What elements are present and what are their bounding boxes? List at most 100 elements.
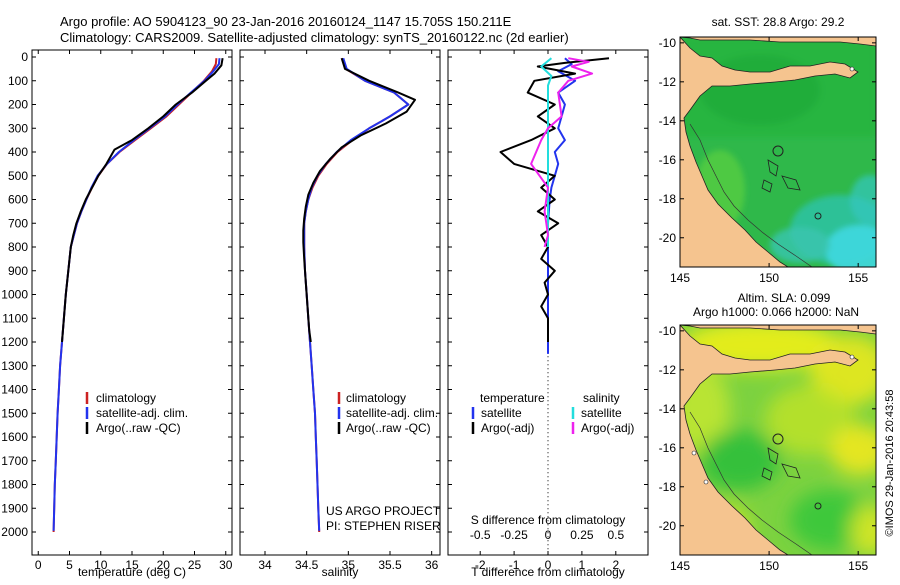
depth-tick-label: 700: [8, 216, 28, 230]
depth-tick-label: 1500: [1, 406, 28, 420]
depth-tick-label: 200: [8, 98, 28, 112]
x2-tick-label: -0.25: [500, 528, 528, 542]
map-x-tick-label: 145: [670, 271, 690, 285]
map-y-tick-label: -10: [659, 36, 677, 50]
x-tick-label: 0: [545, 558, 552, 572]
reef-outline: [761, 159, 801, 193]
x2-tick-label: 0.25: [570, 528, 594, 542]
sla-map-title: Altim. SLA: 0.099: [738, 291, 831, 305]
secondary-marker: [814, 212, 822, 220]
series-line-1: [52, 58, 221, 531]
map-y-tick-label: -20: [659, 519, 677, 533]
legend-label: Argo(..raw -QC): [346, 421, 431, 435]
map-x-tick-label: 145: [670, 559, 690, 573]
x2-tick-label: -0.5: [470, 528, 491, 542]
sst-map-frame: [679, 36, 877, 268]
depth-tick-label: 1300: [1, 359, 28, 373]
map-x-tick-label: 150: [759, 271, 779, 285]
reef-outline: [761, 447, 801, 481]
map-y-tick-label: -18: [659, 192, 677, 206]
legend-label: satellite: [581, 406, 622, 420]
map-y-tick-label: -14: [659, 114, 677, 128]
profile-location-marker: [772, 145, 784, 157]
depth-tick-label: 500: [8, 169, 28, 183]
depth-tick-label: 600: [8, 193, 28, 207]
legend-label: Argo(-adj): [581, 421, 634, 435]
x2-tick-label: 0: [545, 528, 552, 542]
float-marker: [703, 479, 709, 485]
map-x-tick-label: 150: [759, 559, 779, 573]
x-tick-label: 20: [157, 558, 171, 572]
depth-tick-label: 300: [8, 121, 28, 135]
salinity-xlabel: salinity: [322, 565, 359, 579]
secondary-marker: [814, 502, 822, 510]
north-island: [680, 325, 876, 335]
difference-legend: temperature satellite Argo(-adj) salinit…: [471, 391, 634, 435]
x-tick-label: 25: [188, 558, 202, 572]
sla-map-subtitle: Argo h1000: 0.066 h2000: NaN: [693, 305, 859, 319]
salinity-legend: climatology satellite-adj. clim. Argo(..…: [337, 391, 438, 435]
x-tick-label: 34: [258, 558, 272, 572]
x-tick-label: 5: [66, 558, 73, 572]
depth-tick-label: 1200: [1, 335, 28, 349]
map-y-tick-label: -10: [659, 324, 677, 338]
temperature-legend: climatology satellite-adj. clim. Argo(..…: [85, 391, 188, 435]
x-tick-label: 34.5: [295, 558, 319, 572]
depth-tick-label: 1900: [1, 501, 28, 515]
coastline-land: [680, 37, 859, 267]
map-y-tick-label: -16: [659, 153, 677, 167]
header-line-1: Argo profile: AO 5904123_90 23-Jan-2016 …: [60, 14, 512, 29]
depth-tick-label: 1600: [1, 430, 28, 444]
pi-annotation: PI: STEPHEN RISER: [326, 519, 441, 533]
legend-label: satellite-adj. clim.: [346, 406, 438, 420]
x-tick-label: 36: [425, 558, 439, 572]
imos-stamp: ©IMOS 29-Jan-2016 20:43:58: [884, 390, 896, 537]
depth-contour: [689, 411, 813, 555]
legend-label: climatology: [346, 391, 406, 405]
legend-group-title: temperature: [480, 391, 545, 405]
sla-map-axes: 145 150 155 -10 -12 -14 -16 -18 -20: [659, 324, 876, 573]
float-marker: [691, 450, 697, 456]
depth-contour: [689, 123, 813, 267]
series-line-1: [303, 57, 410, 531]
depth-tick-label: 800: [8, 240, 28, 254]
profile-location-marker: [772, 433, 784, 445]
float-marker: [849, 66, 855, 72]
x-tick-label: 10: [94, 558, 108, 572]
sst-map-axes: 145 150 155 -10 -12 -14 -16 -18 -20: [659, 36, 876, 285]
legend-group-title: salinity: [583, 391, 620, 405]
x-tick-label: 35: [342, 558, 356, 572]
sst-map-title: sat. SST: 28.8 Argo: 29.2: [712, 15, 845, 29]
legend-label: satellite: [481, 406, 522, 420]
depth-tick-label: 1700: [1, 454, 28, 468]
series-line-3: [530, 57, 594, 248]
series-line-2: [302, 57, 416, 343]
x-tick-label: 15: [125, 558, 139, 572]
x-tick-label: 2: [612, 558, 619, 572]
map-y-tick-label: -16: [659, 441, 677, 455]
project-annotation: US ARGO PROJECT: [326, 504, 441, 518]
depth-tick-label: 400: [8, 145, 28, 159]
sla-map-frame: [679, 324, 877, 556]
difference-x2label: S difference from climatology: [471, 513, 626, 527]
map-y-tick-label: -20: [659, 231, 677, 245]
difference-plot: -2 -1 0 1 2 -0.5 -0.25 0 0.25 0.5: [448, 50, 648, 572]
series-line-0: [303, 57, 410, 533]
legend-label: Argo(..raw -QC): [96, 421, 181, 435]
map-y-tick-label: -18: [659, 480, 677, 494]
salinity-plot: 34 34.5 35 35.5 36: [240, 50, 440, 572]
series-line-0: [547, 57, 577, 354]
legend-label: climatology: [96, 391, 156, 405]
x-tick-label: 30: [219, 558, 233, 572]
series-line-2: [61, 58, 224, 343]
x-tick-label: -2: [475, 558, 486, 572]
sla-map: [680, 325, 876, 555]
depth-tick-label: 1100: [2, 311, 28, 325]
x2-tick-label: 0.5: [607, 528, 624, 542]
sst-map: [680, 37, 876, 267]
map-y-tick-label: -12: [659, 363, 677, 377]
map-x-tick-label: 155: [848, 271, 868, 285]
depth-tick-label: 0: [21, 50, 28, 64]
series-line-0: [52, 58, 218, 533]
